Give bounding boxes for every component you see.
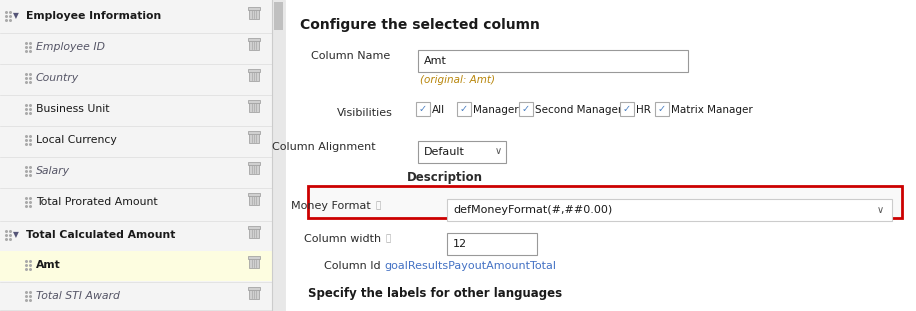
Text: ✓: ✓ xyxy=(658,104,666,114)
Bar xyxy=(456,102,471,116)
Bar xyxy=(249,9,259,19)
Bar xyxy=(249,289,259,299)
Bar xyxy=(248,100,260,103)
Text: Matrix Manager: Matrix Manager xyxy=(671,105,753,115)
Text: Manager: Manager xyxy=(473,105,518,115)
Bar xyxy=(248,38,260,41)
Text: ✓: ✓ xyxy=(460,104,467,114)
Bar xyxy=(0,0,272,311)
Text: Column Alignment: Column Alignment xyxy=(272,142,376,152)
Text: ▼: ▼ xyxy=(13,12,19,21)
Bar xyxy=(249,228,259,238)
Bar xyxy=(248,287,260,290)
Text: Column Id: Column Id xyxy=(324,261,381,271)
Text: Salary: Salary xyxy=(36,166,70,176)
Text: ∨: ∨ xyxy=(877,205,884,215)
Bar xyxy=(447,233,537,255)
Bar xyxy=(248,162,260,165)
Text: Country: Country xyxy=(36,73,79,83)
Bar xyxy=(248,131,260,134)
Bar xyxy=(249,164,259,174)
Bar xyxy=(447,199,892,221)
Bar xyxy=(655,102,669,116)
Text: ∨: ∨ xyxy=(495,146,502,156)
Text: (original: Amt): (original: Amt) xyxy=(420,75,495,85)
Text: Money Format: Money Format xyxy=(291,201,371,211)
Bar xyxy=(418,141,506,163)
Text: Column width: Column width xyxy=(304,234,381,244)
Text: Second Manager: Second Manager xyxy=(535,105,622,115)
Text: Amt: Amt xyxy=(36,260,60,270)
Bar xyxy=(249,133,259,143)
Text: HR: HR xyxy=(636,105,651,115)
Text: ⓘ: ⓘ xyxy=(383,234,391,244)
Bar xyxy=(248,69,260,72)
Bar xyxy=(416,102,430,116)
Bar xyxy=(418,50,688,72)
Text: ✓: ✓ xyxy=(419,104,427,114)
Text: Employee ID: Employee ID xyxy=(36,42,105,52)
Text: Column Name: Column Name xyxy=(311,51,390,61)
Text: All: All xyxy=(432,105,445,115)
Text: ⓘ: ⓘ xyxy=(373,202,381,211)
Bar xyxy=(248,193,260,196)
Bar xyxy=(248,7,260,10)
Bar xyxy=(620,102,634,116)
Text: 12: 12 xyxy=(453,239,467,249)
Text: Visibilities: Visibilities xyxy=(337,108,393,118)
Bar xyxy=(285,0,916,311)
Text: Total STI Award: Total STI Award xyxy=(36,291,120,301)
Text: Local Currency: Local Currency xyxy=(36,135,116,145)
Bar xyxy=(519,102,533,116)
Text: Amt: Amt xyxy=(424,56,447,66)
Bar xyxy=(248,226,260,229)
Text: ▼: ▼ xyxy=(13,230,19,239)
Text: ✓: ✓ xyxy=(522,104,530,114)
Bar xyxy=(272,0,285,311)
Bar xyxy=(249,195,259,205)
Bar xyxy=(249,258,259,268)
Bar xyxy=(274,2,283,30)
Text: ✓: ✓ xyxy=(623,104,631,114)
Bar xyxy=(249,71,259,81)
Bar xyxy=(249,40,259,50)
Text: Configure the selected column: Configure the selected column xyxy=(300,18,540,32)
Text: goalResultsPayoutAmountTotal: goalResultsPayoutAmountTotal xyxy=(384,261,556,271)
Bar xyxy=(249,102,259,112)
Text: Description: Description xyxy=(407,170,483,183)
Bar xyxy=(308,186,902,218)
Bar xyxy=(248,256,260,259)
Text: Specify the labels for other languages: Specify the labels for other languages xyxy=(308,287,562,300)
Text: Total Calculated Amount: Total Calculated Amount xyxy=(26,230,175,240)
Bar xyxy=(0,251,272,281)
Text: Business Unit: Business Unit xyxy=(36,104,110,114)
Text: Employee Information: Employee Information xyxy=(26,11,161,21)
Text: Default: Default xyxy=(424,147,465,157)
Text: Total Prorated Amount: Total Prorated Amount xyxy=(36,197,158,207)
Text: defMoneyFormat(#,##0.00): defMoneyFormat(#,##0.00) xyxy=(453,205,612,215)
